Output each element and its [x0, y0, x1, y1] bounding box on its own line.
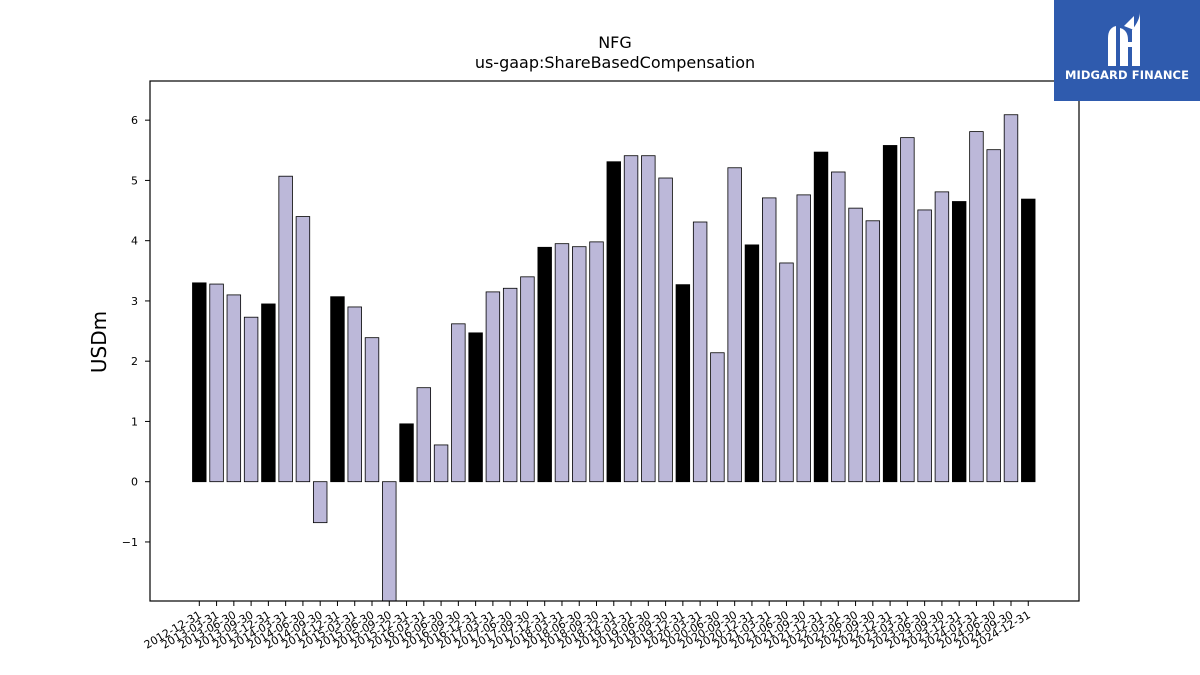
- plot-frame: [149, 80, 1080, 602]
- bar-2023-03-31: [900, 137, 915, 483]
- x-axis: 2012-12-312013-03-312013-06-302013-09-30…: [142, 601, 1033, 652]
- bar-2023-12-31: [951, 201, 967, 483]
- logo-text: MIDGARD FINANCE: [1064, 68, 1190, 82]
- y-tick-label: 2: [131, 355, 138, 368]
- bar-2021-12-31: [813, 151, 829, 483]
- bar-2023-09-30: [934, 191, 950, 483]
- bar-2023-06-30: [917, 209, 932, 483]
- bar-2019-12-31: [675, 284, 691, 483]
- brand-logo: MIDGARD FINANCE: [1054, 0, 1200, 101]
- bar-2014-06-30: [295, 216, 311, 483]
- bar-2015-12-31: [399, 423, 414, 483]
- bar-2018-09-30: [589, 241, 604, 483]
- bar-2021-09-30: [796, 194, 811, 483]
- bar-2016-12-31: [468, 332, 483, 483]
- bar-2015-09-30: [382, 481, 397, 602]
- bar-2013-06-30: [226, 294, 242, 483]
- bar-2013-09-30: [243, 316, 259, 483]
- bar-2022-03-31: [831, 171, 846, 483]
- bar-2012-12-31: [192, 282, 207, 483]
- bar-2020-03-31: [692, 221, 708, 483]
- y-tick-label: 6: [131, 114, 138, 127]
- bar-2015-03-31: [347, 306, 362, 483]
- bar-2013-03-31: [209, 283, 224, 483]
- bar-2024-06-30: [986, 149, 1001, 483]
- bar-2018-06-30: [572, 246, 587, 483]
- bar-2016-09-30: [451, 323, 466, 483]
- logo-mark-icon: [1108, 12, 1140, 66]
- bar-2017-03-31: [485, 291, 501, 483]
- y-tick-label: 1: [131, 415, 138, 428]
- bar-2017-09-30: [520, 276, 535, 483]
- y-tick-label: 3: [131, 295, 138, 308]
- y-tick-label: 4: [131, 235, 138, 248]
- bar-2019-09-30: [658, 177, 673, 483]
- bar-2016-06-30: [433, 444, 449, 483]
- bar-2024-03-31: [969, 131, 984, 483]
- chart-title: NFG: [598, 33, 632, 52]
- y-tick-label: 5: [131, 174, 138, 187]
- bar-2024-09-30: [1003, 114, 1019, 483]
- bar-2020-09-30: [727, 167, 742, 483]
- y-tick-label: −1: [122, 536, 138, 549]
- y-axis: −1 0 1 2 3 4 5 6: [122, 114, 150, 549]
- y-tick-label: 0: [131, 476, 138, 489]
- bar-2018-12-31: [606, 161, 621, 483]
- bar-2019-06-30: [641, 155, 656, 483]
- bar-2018-03-31: [554, 243, 570, 483]
- bar-2014-03-31: [278, 175, 293, 483]
- bar-2021-06-30: [779, 262, 794, 483]
- bar-2017-06-30: [502, 287, 518, 483]
- bar-2024-12-31: [1021, 198, 1036, 483]
- bar-2017-12-31: [537, 246, 552, 483]
- bar-2019-03-31: [623, 155, 639, 483]
- bar-2020-12-31: [744, 244, 760, 483]
- bar-2021-03-31: [762, 197, 777, 483]
- bar-2013-12-31: [261, 303, 276, 483]
- chart-subtitle: us-gaap:ShareBasedCompensation: [475, 53, 755, 72]
- bars: [192, 114, 1036, 602]
- bar-2022-06-30: [848, 207, 863, 483]
- bar-2022-09-30: [865, 220, 881, 483]
- bar-2014-12-31: [330, 296, 345, 483]
- bar-2014-09-30: [312, 481, 328, 524]
- bar-2020-06-30: [710, 352, 725, 483]
- y-axis-label: USDm: [87, 311, 111, 373]
- bar-2016-03-31: [416, 387, 432, 483]
- bar-2022-12-31: [882, 145, 898, 483]
- bar-2015-06-30: [364, 337, 380, 483]
